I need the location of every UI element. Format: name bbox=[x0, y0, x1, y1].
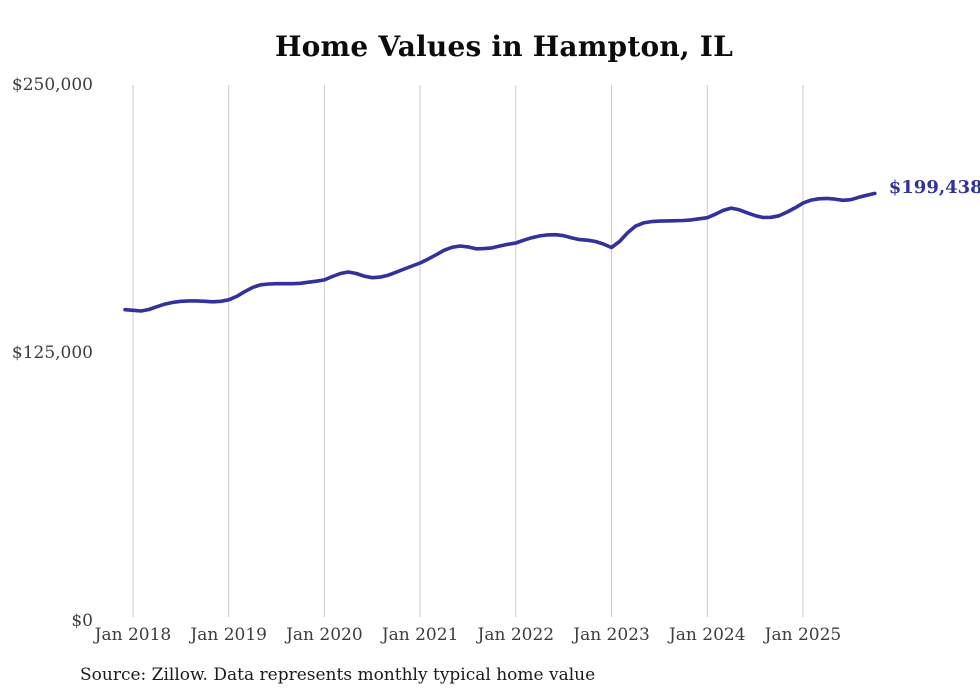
x-axis-label: Jan 2022 bbox=[477, 625, 555, 645]
x-axis-label: Jan 2023 bbox=[573, 625, 650, 645]
x-axis-label: Jan 2018 bbox=[94, 625, 172, 645]
final-value-label: $199,438 bbox=[888, 177, 980, 199]
x-axis-label: Jan 2019 bbox=[190, 625, 267, 645]
home-value-line bbox=[123, 191, 877, 313]
chart-title: Home Values in Hampton, IL bbox=[275, 30, 733, 63]
y-axis-label: $125,000 bbox=[11, 343, 93, 363]
source-note: Source: Zillow. Data represents monthly … bbox=[80, 665, 596, 685]
x-axis-label: Jan 2024 bbox=[668, 625, 746, 645]
y-axis-label: $250,000 bbox=[11, 75, 93, 95]
x-axis-label: Jan 2025 bbox=[764, 625, 842, 645]
x-axis-label: Jan 2021 bbox=[381, 625, 459, 645]
y-axis-label: $0 bbox=[71, 611, 93, 631]
x-axis-label: Jan 2020 bbox=[286, 625, 363, 645]
